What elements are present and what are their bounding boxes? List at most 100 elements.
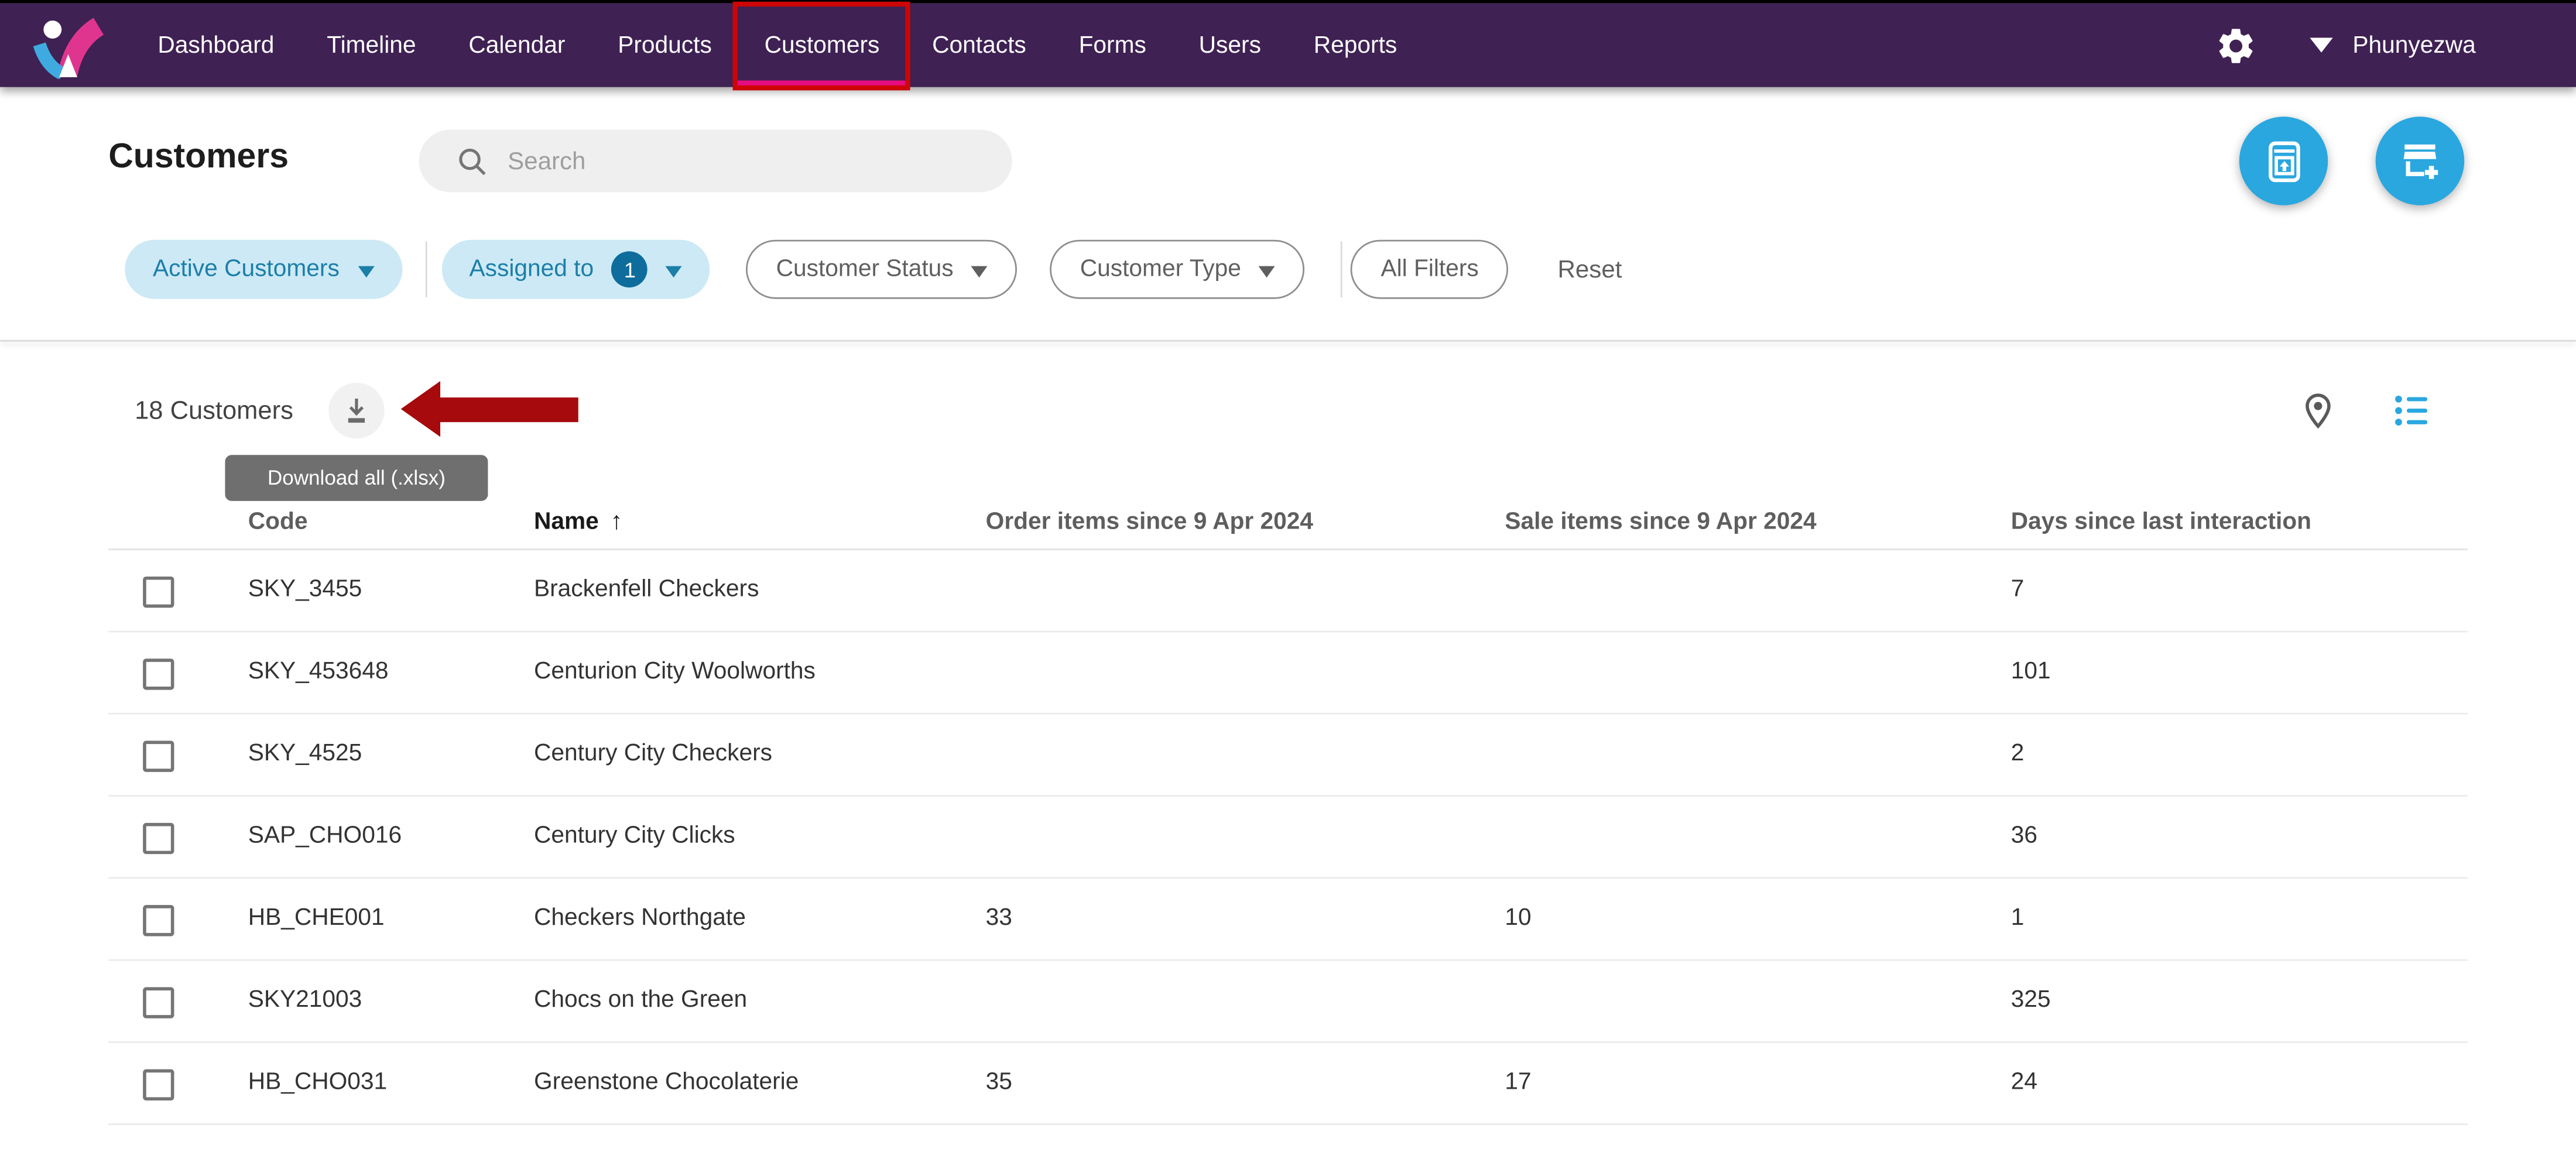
nav-tab-label: Forms (1078, 32, 1146, 59)
cell-name: Checkers Northgate (533, 905, 746, 932)
column-header-order-items[interactable]: Order items since 9 Apr 2024 (985, 509, 1314, 536)
customer-row[interactable]: SAP_CHO016 Century City Clicks 36 (108, 797, 2468, 879)
nav-tab-dashboard[interactable]: Dashboard (157, 4, 274, 87)
page-title: Customers (108, 138, 289, 176)
all-filters-button[interactable]: All Filters (1351, 239, 1509, 299)
annotation-arrow (400, 381, 578, 437)
customer-row[interactable]: SKY21003 Chocs on the Green 325 (108, 961, 2468, 1043)
nav-tab-calendar[interactable]: Calendar (468, 4, 565, 87)
row-checkbox[interactable] (143, 740, 174, 772)
add-store-icon (2403, 144, 2438, 179)
customer-row[interactable]: HB_CHO031 Greenstone Chocolaterie 35 17 … (108, 1043, 2468, 1126)
cell-code: SKY21003 (248, 987, 362, 1014)
user-name: Phunyezwa (2352, 32, 2476, 59)
search-input[interactable] (504, 145, 971, 177)
filter-chip-active-customers[interactable]: Active Customers (125, 239, 402, 299)
cell-sale-items: 10 (1505, 905, 1532, 932)
customer-row[interactable]: SKY_3455 Brackenfell Checkers 7 (108, 550, 2468, 633)
nav-tab-users[interactable]: Users (1199, 4, 1261, 87)
cell-order-items: 33 (985, 905, 1012, 932)
column-header-label: Name (533, 509, 599, 536)
row-checkbox[interactable] (143, 905, 174, 937)
top-nav-bar: Dashboard Timeline Calendar Products Cus… (0, 1, 2576, 91)
download-icon (348, 398, 365, 423)
chevron-down-icon (1259, 265, 1276, 277)
upload-file-icon (2267, 140, 2300, 181)
search-bar[interactable] (419, 129, 1012, 193)
cell-days-since: 7 (2010, 576, 2025, 603)
column-header-code[interactable]: Code (248, 509, 308, 536)
cell-name: Greenstone Chocolaterie (533, 1069, 799, 1096)
column-header-days-since[interactable]: Days since last interaction (2010, 509, 2312, 536)
row-checkbox[interactable] (143, 822, 174, 855)
column-header-name[interactable]: Name ↑ (534, 507, 623, 536)
cell-order-items: 35 (985, 1069, 1012, 1096)
nav-items: Dashboard Timeline Calendar Products Cus… (157, 1, 1397, 91)
annotation-arrow-shaft (439, 396, 578, 421)
cell-name: Century City Clicks (533, 822, 735, 849)
customer-row[interactable]: HB_CHE001 Checkers Northgate 33 10 1 (108, 879, 2468, 961)
cell-sale-items: 17 (1505, 1069, 1532, 1096)
reset-filters-button[interactable]: Reset (1557, 255, 1622, 284)
add-customer-button[interactable] (2375, 116, 2465, 205)
map-view-icon[interactable] (2298, 391, 2338, 430)
row-checkbox[interactable] (143, 1069, 174, 1101)
filter-bar: Active Customers Assigned to 1 Customer … (125, 239, 1622, 299)
nav-tab-forms[interactable]: Forms (1079, 4, 1146, 87)
chevron-down-icon (357, 265, 374, 277)
nav-right-cluster: Phunyezwa (2215, 4, 2576, 87)
cell-code: SKY_3455 (248, 576, 362, 603)
brand-logo[interactable] (33, 16, 105, 79)
nav-tab-label: Contacts (932, 32, 1026, 59)
filter-chip-assigned-to[interactable]: Assigned to 1 (441, 239, 711, 299)
nav-tab-products[interactable]: Products (618, 4, 712, 87)
cell-code: SAP_CHO016 (248, 822, 402, 849)
nav-tab-contacts[interactable]: Contacts (932, 4, 1026, 87)
nav-tab-customers[interactable]: Customers (733, 1, 911, 91)
cell-days-since: 325 (2010, 987, 2051, 1014)
user-menu[interactable]: Phunyezwa (2310, 4, 2476, 87)
row-checkbox[interactable] (143, 987, 174, 1018)
list-view-icon[interactable] (2392, 391, 2431, 430)
cell-name: Century City Checkers (533, 740, 773, 767)
row-checkbox[interactable] (143, 576, 174, 608)
cell-days-since: 24 (2010, 1069, 2037, 1096)
chevron-down-icon (2310, 37, 2333, 53)
filter-divider (424, 241, 427, 297)
table-body: SKY_3455 Brackenfell Checkers 7 SKY_4536… (108, 550, 2468, 1126)
upload-customers-button[interactable] (2239, 116, 2328, 205)
customer-count: 18 Customers (135, 397, 293, 426)
column-header-sale-items[interactable]: Sale items since 9 Apr 2024 (1505, 509, 1817, 536)
settings-gear-icon[interactable] (2215, 25, 2258, 67)
filter-chip-customer-type[interactable]: Customer Type (1050, 239, 1306, 299)
row-checkbox[interactable] (143, 658, 174, 690)
cell-name: Chocs on the Green (533, 987, 748, 1014)
cell-code: HB_CHO031 (248, 1069, 388, 1096)
nav-tab-reports[interactable]: Reports (1314, 4, 1397, 87)
assigned-count-badge: 1 (612, 251, 648, 288)
chip-label: All Filters (1381, 256, 1479, 283)
customers-table: Code Name ↑ Order items since 9 Apr 2024… (108, 486, 2468, 1126)
nav-tab-timeline[interactable]: Timeline (327, 4, 416, 87)
cell-days-since: 1 (2010, 905, 2025, 932)
customer-row[interactable]: SKY_4525 Century City Checkers 2 (108, 715, 2468, 797)
filter-chip-customer-status[interactable]: Customer Status (746, 239, 1018, 299)
chip-label: Customer Type (1080, 256, 1241, 283)
cell-code: SKY_453648 (248, 658, 389, 685)
customer-row[interactable]: SKY_453648 Centurion City Woolworths 101 (108, 632, 2468, 715)
chip-label: Assigned to (469, 256, 594, 283)
cell-days-since: 101 (2010, 658, 2051, 685)
window-top-edge (0, 0, 2576, 4)
nav-tab-label: Calendar (468, 32, 566, 59)
chevron-down-icon (666, 265, 683, 277)
sort-ascending-icon: ↑ (610, 507, 623, 536)
active-tab-indicator (738, 80, 906, 87)
cell-days-since: 2 (2010, 740, 2025, 767)
nav-tab-label: Products (618, 32, 712, 59)
chip-label: Active Customers (152, 256, 340, 283)
nav-tab-label: Customers (764, 32, 880, 59)
download-all-button[interactable] (328, 382, 385, 439)
nav-tab-label: Reports (1313, 32, 1397, 59)
cell-name: Centurion City Woolworths (533, 658, 816, 685)
